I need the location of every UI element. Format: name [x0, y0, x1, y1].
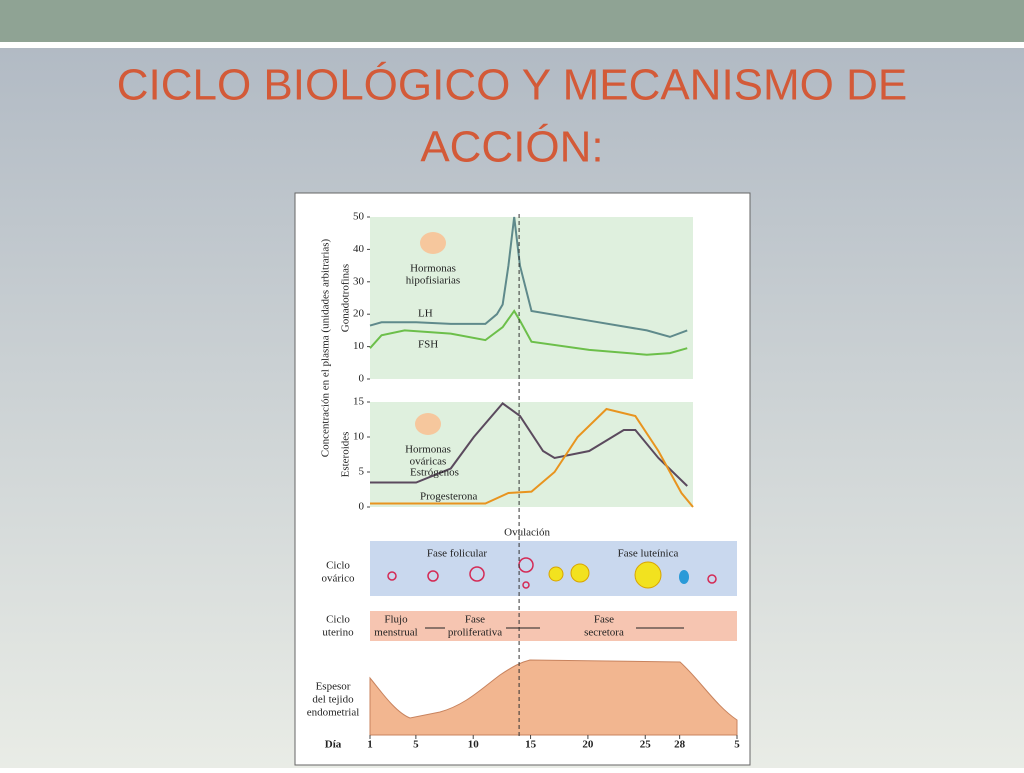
phase-label: menstrual: [374, 627, 417, 639]
series-label: Estrógenos: [410, 467, 459, 479]
row-label: del tejido: [312, 694, 354, 706]
row-label: Espesor: [316, 681, 351, 693]
y-axis-label: Concentración en el plasma (unidades arb…: [320, 238, 332, 457]
y-axis-label: Gonadotrofinas: [340, 264, 352, 332]
series-line: [370, 402, 688, 487]
y-tick-label: 20: [353, 308, 365, 320]
y-tick-label: 10: [353, 340, 365, 352]
x-tick-label: 20: [582, 739, 594, 751]
series-label: FSH: [418, 339, 438, 351]
top-stripe: [0, 42, 1024, 48]
phase-label: secretora: [584, 627, 624, 639]
figure: Concentración en el plasma (unidades arb…: [294, 192, 751, 766]
x-tick-label: 10: [468, 739, 480, 751]
x-tick-label: 15: [525, 739, 537, 751]
x-tick-label: 5: [413, 739, 419, 751]
series-label: LH: [418, 308, 433, 320]
ovulation-label: Ovulación: [504, 527, 550, 539]
series-line: [370, 407, 694, 508]
phase-label: Fase: [465, 614, 485, 626]
phase-label: proliferativa: [448, 627, 502, 639]
y-tick-label: 0: [359, 501, 365, 513]
annotation: hipofisiarias: [406, 275, 460, 287]
x-axis-label: Día: [325, 739, 342, 751]
row-label: uterino: [322, 627, 354, 639]
y-tick-label: 5: [359, 466, 365, 478]
x-tick-label: 25: [640, 739, 652, 751]
annotation: ováricas: [410, 456, 447, 468]
corpus-albicans: [679, 570, 689, 584]
phase-label: Fase: [594, 614, 614, 626]
y-tick-label: 50: [353, 211, 365, 223]
y-tick-label: 30: [353, 275, 365, 287]
row-label: Ciclo: [326, 614, 350, 626]
top-bar: [0, 0, 1024, 42]
follicles: [387, 557, 717, 589]
y-tick-label: 15: [353, 396, 365, 408]
series-line: [369, 309, 688, 356]
series-label: Progesterona: [420, 491, 478, 503]
annotation: Hormonas: [405, 444, 451, 456]
x-tick-label: 1: [367, 739, 373, 751]
hormone-icon: [415, 413, 441, 435]
phase-label: Fase luteínica: [618, 548, 679, 560]
y-tick-label: 0: [359, 373, 365, 385]
row-label: endometrial: [307, 707, 360, 719]
x-tick-label: 5: [734, 739, 740, 751]
row-label: ovárico: [322, 573, 355, 585]
hormone-icon: [420, 232, 446, 254]
y-tick-label: 10: [353, 431, 365, 443]
endometrium-shape: [369, 659, 738, 736]
slide-title: ACCIÓN:: [420, 123, 603, 172]
corpus: [548, 561, 662, 589]
slide-title: CICLO BIOLÓGICO Y MECANISMO DE: [117, 61, 908, 110]
y-tick-label: 40: [353, 243, 365, 255]
x-tick-label: 28: [674, 739, 686, 751]
phase-label: Fase folicular: [427, 548, 488, 560]
uterine-band: [370, 611, 737, 641]
annotation: Hormonas: [410, 263, 456, 275]
y-axis-label: Esteroides: [340, 432, 352, 478]
series-line: [369, 216, 688, 338]
row-label: Ciclo: [326, 560, 350, 572]
phase-label: Flujo: [384, 614, 408, 626]
